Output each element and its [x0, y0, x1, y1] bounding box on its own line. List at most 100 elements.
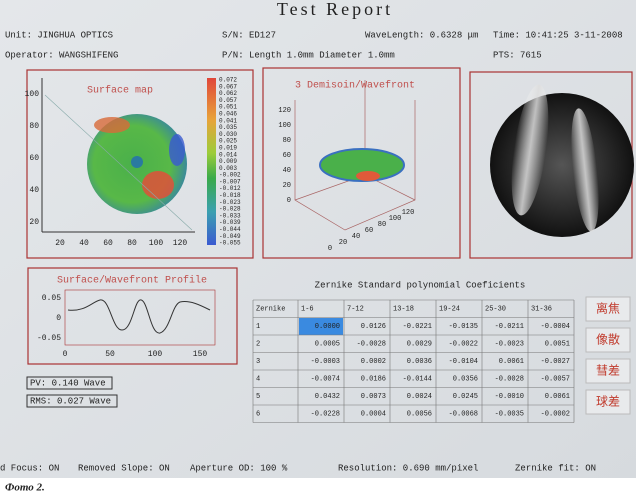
colorbar-label: 0.051: [219, 104, 237, 111]
z-tick-label: 20: [283, 182, 291, 190]
table-header: Zernike: [256, 306, 285, 314]
table-cell: 0.0002: [361, 358, 386, 366]
table-cell: 0.0186: [361, 376, 386, 384]
table-cell: -0.0023: [495, 341, 524, 349]
table-title: Zernike Standard polynomial Coeficients: [315, 280, 526, 290]
table-cell: 3: [256, 358, 260, 366]
wavefront-panel: [262, 67, 461, 259]
table-cell: -0.0135: [449, 323, 478, 331]
x-tick-label: 20: [339, 239, 347, 247]
report-title: Test Report: [277, 0, 393, 19]
x-tick-label: 100: [149, 239, 164, 248]
button[interactable]: [585, 327, 631, 353]
z-tick-label: 60: [283, 152, 291, 160]
panel-title: 3 Demisoin/Wavefront: [295, 80, 415, 92]
table-cell: -0.0074: [311, 376, 340, 384]
table-cell: -0.0028: [357, 341, 386, 349]
colorbar-label: 0.046: [219, 111, 237, 118]
z-tick-label: 0: [287, 197, 291, 205]
table-header: 19-24: [439, 306, 460, 314]
table-cell: 0.0061: [545, 393, 570, 401]
table-header: 13-18: [393, 306, 414, 314]
surface-spot: [169, 134, 185, 166]
table-cell: 0.0005: [315, 341, 340, 349]
header-field: Unit: JINGHUA OPTICS: [5, 30, 113, 40]
button-label[interactable]: 像散: [596, 332, 620, 347]
button[interactable]: [585, 296, 631, 322]
footer-field: Removed Slope: ON: [78, 463, 170, 473]
x-tick-label: 50: [105, 350, 115, 359]
wavefront-spot: [356, 171, 380, 181]
table-cell: 0.0004: [361, 411, 386, 419]
table-cell: -0.0211: [495, 323, 524, 331]
colorbar-label: 0.019: [219, 144, 237, 151]
colorbar-label: 0.072: [219, 77, 237, 84]
table-cell: 0.0051: [545, 341, 570, 349]
button[interactable]: [585, 358, 631, 384]
colorbar-label: -0.018: [219, 192, 241, 199]
z-tick-label: 120: [278, 107, 291, 115]
z-tick-label: 40: [283, 167, 291, 175]
colorbar: [207, 78, 216, 245]
header-field: PTS: 7615: [493, 50, 542, 60]
fringe: [571, 108, 599, 232]
y-tick-label: 60: [29, 154, 39, 163]
selected-cell: [299, 318, 343, 335]
colorbar-label: -0.007: [219, 178, 241, 185]
table-cell: 0.0056: [407, 411, 432, 419]
colorbar-label: -0.002: [219, 172, 241, 179]
table-cell: 0.0432: [315, 393, 340, 401]
x-tick-label: 80: [127, 239, 137, 248]
x-tick-label: 60: [103, 239, 113, 248]
x-tick-label: 100: [389, 215, 402, 223]
header-field: Time: 10:41:25 3-11-2008: [493, 30, 623, 40]
colorbar-label: 0.003: [219, 165, 237, 172]
table-header: 1-6: [301, 306, 314, 314]
z-tick-label: 80: [283, 137, 291, 145]
table-cell: 4: [256, 376, 260, 384]
x-tick-label: 80: [378, 221, 386, 229]
interferogram: [490, 93, 634, 237]
fringe: [511, 84, 549, 216]
table-header: 31-36: [531, 306, 552, 314]
table-cell: -0.0022: [449, 341, 478, 349]
table-cell: 0.0029: [407, 341, 432, 349]
colorbar-label: -0.049: [219, 233, 241, 240]
colorbar-label: -0.039: [219, 219, 241, 226]
button-label[interactable]: 彗差: [596, 364, 620, 378]
table-cell: -0.0228: [311, 411, 340, 419]
table-cell: -0.0068: [449, 411, 478, 419]
table-cell: 1: [256, 323, 260, 331]
colorbar-label: -0.033: [219, 212, 241, 219]
footer-field: Resolution: 0.690 mm/pixel: [338, 463, 478, 473]
x-tick-label: 0: [63, 350, 68, 359]
table-header: 25-30: [485, 306, 506, 314]
footer-field: Zernike fit: ON: [515, 463, 596, 473]
table-cell: -0.0104: [449, 358, 478, 366]
table-cell: -0.0004: [541, 323, 570, 331]
panel-title: Surface map: [87, 85, 153, 97]
header-field: P/N: Length 1.0mm Diameter 1.0mm: [222, 50, 395, 60]
x-tick-label: 120: [402, 209, 415, 217]
button[interactable]: [585, 389, 631, 415]
x-tick-label: 40: [352, 233, 360, 241]
panel-title: Surface/Wavefront Profile: [57, 275, 207, 287]
table-cell: 0.0000: [315, 323, 340, 331]
table-cell: 0.0036: [407, 358, 432, 366]
rms-value: RMS: 0.027 Wave: [30, 396, 111, 406]
profile-plot: [64, 289, 216, 346]
header-field: Operator: WANGSHIFENG: [5, 50, 118, 60]
button-label[interactable]: 离焦: [596, 301, 620, 316]
header-field: S/N: ED127: [222, 30, 276, 40]
table-cell: -0.0027: [541, 358, 570, 366]
colorbar-label: 0.035: [219, 124, 237, 131]
colorbar-label: 0.062: [219, 90, 237, 97]
x-tick-label: 40: [79, 239, 89, 248]
button-label[interactable]: 球差: [596, 395, 620, 409]
colorbar-label: 0.025: [219, 138, 237, 145]
caption: Фото 2.: [5, 482, 45, 494]
y-tick-label: 20: [29, 218, 39, 227]
profile-curve: [67, 299, 211, 334]
